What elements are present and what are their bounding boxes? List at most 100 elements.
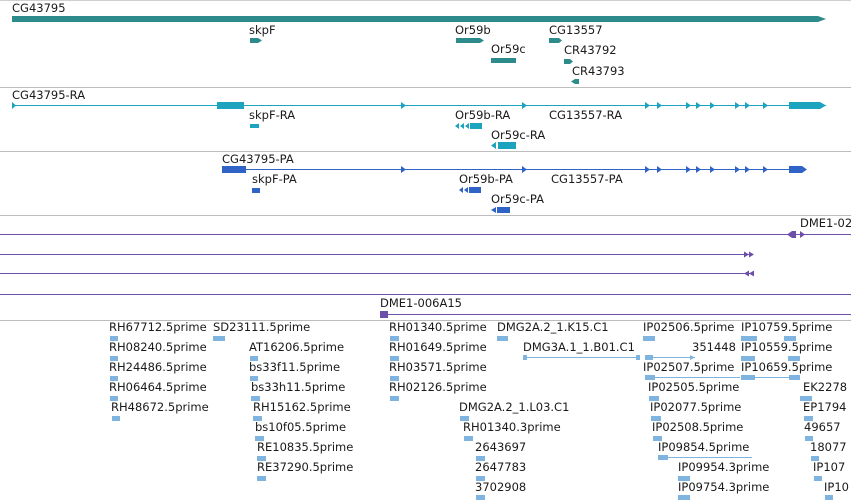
gene-label[interactable]: Or59b	[455, 23, 491, 37]
transcript-exon[interactable]	[491, 142, 516, 149]
est-label[interactable]: IP09954.3prime	[678, 460, 769, 474]
est-feature[interactable]	[476, 456, 485, 461]
est-feature[interactable]	[643, 336, 655, 341]
protein-exon[interactable]	[252, 188, 260, 193]
gene-label-main[interactable]: CG43795	[12, 1, 66, 15]
transcript-label[interactable]: Or59b-RA	[455, 108, 510, 122]
protein-exon[interactable]	[459, 187, 481, 193]
protein-exon[interactable]	[222, 166, 246, 173]
est-feature[interactable]	[651, 416, 661, 421]
est-label[interactable]: RH48672.5prime	[111, 400, 209, 414]
est-feature[interactable]	[788, 356, 800, 361]
est-feature[interactable]	[784, 336, 796, 341]
est-label[interactable]: RH02126.5prime	[389, 380, 487, 394]
est-label[interactable]: RH01649.5prime	[389, 340, 487, 354]
transcript-label[interactable]: Or59c-RA	[491, 128, 545, 142]
est-label[interactable]: IP02508.5prime	[652, 420, 743, 434]
protein-label-main[interactable]: CG43795-PA	[222, 152, 294, 166]
alignment-label[interactable]: DME1-006A15	[380, 296, 462, 310]
protein-label[interactable]: Or59b-PA	[459, 172, 513, 186]
gene-label[interactable]: Or59c	[491, 42, 526, 56]
est-label[interactable]: IP02505.5prime	[648, 380, 739, 394]
est-feature[interactable]	[741, 375, 755, 380]
transcript-label[interactable]: CG13557-RA	[549, 108, 622, 122]
gene-bar-main[interactable]	[12, 16, 826, 22]
est-feature[interactable]	[390, 336, 399, 341]
est-label[interactable]: IP02506.5prime	[643, 320, 734, 334]
est-feature[interactable]	[250, 376, 258, 381]
est-feature[interactable]	[112, 416, 120, 421]
transcript-exon[interactable]	[217, 102, 244, 109]
gene-label[interactable]: CR43793	[572, 64, 625, 78]
est-label[interactable]: IP107	[813, 460, 845, 474]
est-feature[interactable]	[645, 355, 695, 360]
est-label[interactable]: DMG3A.1_1.B01.C1	[523, 340, 635, 354]
est-label[interactable]: RH01340.5prime	[389, 320, 487, 334]
est-feature[interactable]	[804, 416, 813, 421]
est-feature[interactable]	[390, 356, 399, 361]
est-feature[interactable]	[649, 396, 659, 401]
est-label[interactable]: bs10f05.5prime	[255, 420, 346, 434]
est-label[interactable]: 351448	[692, 340, 736, 354]
gene-bar[interactable]	[549, 38, 562, 43]
est-feature[interactable]	[678, 495, 690, 500]
est-feature[interactable]	[741, 356, 755, 361]
est-feature[interactable]	[497, 336, 508, 341]
gene-label[interactable]: CG13557	[549, 23, 603, 37]
alignment-block[interactable]	[380, 311, 388, 318]
est-label[interactable]: RE10835.5prime	[257, 440, 353, 454]
est-feature[interactable]	[110, 396, 118, 401]
est-feature[interactable]	[678, 476, 690, 481]
est-feature[interactable]	[390, 376, 399, 381]
est-label[interactable]: 2647783	[475, 460, 526, 474]
transcript-label[interactable]: skpF-RA	[249, 108, 295, 122]
est-feature[interactable]	[253, 416, 262, 421]
est-feature[interactable]	[460, 416, 469, 421]
alignment-block[interactable]	[787, 231, 796, 238]
gene-label[interactable]: skpF	[249, 23, 276, 37]
est-feature[interactable]	[636, 355, 640, 360]
est-feature[interactable]	[110, 356, 118, 361]
est-label[interactable]: SD23111.5prime	[213, 320, 310, 334]
est-label[interactable]: AT16206.5prime	[249, 340, 344, 354]
est-feature[interactable]	[390, 396, 399, 401]
est-feature[interactable]	[110, 376, 118, 381]
est-feature[interactable]	[800, 396, 812, 401]
est-label[interactable]: DMG2A.2_1.L03.C1	[459, 400, 569, 414]
gene-bar[interactable]	[456, 38, 484, 43]
gene-bar[interactable]	[571, 79, 579, 84]
est-feature[interactable]	[110, 336, 118, 341]
alignment-label[interactable]: DME1-02	[800, 216, 851, 230]
est-feature[interactable]	[251, 396, 260, 401]
est-label[interactable]: 18077	[810, 440, 847, 454]
est-feature[interactable]	[255, 436, 264, 441]
transcript-exon[interactable]	[250, 124, 259, 128]
transcript-label-main[interactable]: CG43795-RA	[12, 88, 85, 102]
est-label[interactable]: RH24486.5prime	[109, 360, 207, 374]
est-feature[interactable]	[464, 436, 473, 441]
est-label[interactable]: 3702908	[475, 480, 526, 494]
est-label[interactable]: IP09854.5prime	[658, 440, 749, 454]
est-label[interactable]: IP10759.5prime	[741, 320, 832, 334]
est-label[interactable]: DMG2A.2_1.K15.C1	[497, 320, 609, 334]
est-feature[interactable]	[250, 356, 258, 361]
transcript-exon[interactable]	[455, 123, 482, 129]
est-label[interactable]: IP09754.3prime	[678, 480, 769, 494]
gene-bar[interactable]	[250, 38, 262, 43]
est-label[interactable]: EP1794	[803, 400, 846, 414]
est-feature[interactable]	[257, 476, 266, 481]
est-label[interactable]: bs33h11.5prime	[251, 380, 345, 394]
est-feature[interactable]	[814, 476, 822, 481]
est-feature[interactable]	[653, 436, 662, 441]
est-feature[interactable]	[825, 495, 833, 500]
est-label[interactable]: IP10659.5prime	[741, 360, 832, 374]
protein-exon[interactable]	[789, 166, 807, 173]
est-label[interactable]: IP10559.5prime	[741, 340, 832, 354]
est-feature[interactable]	[645, 375, 655, 380]
est-label[interactable]: RH03571.5prime	[389, 360, 487, 374]
est-label[interactable]: IP02077.5prime	[650, 400, 741, 414]
est-feature[interactable]	[213, 336, 225, 341]
est-label[interactable]: IP02507.5prime	[643, 360, 734, 374]
est-label[interactable]: RH15162.5prime	[253, 400, 351, 414]
est-feature[interactable]	[811, 456, 819, 461]
